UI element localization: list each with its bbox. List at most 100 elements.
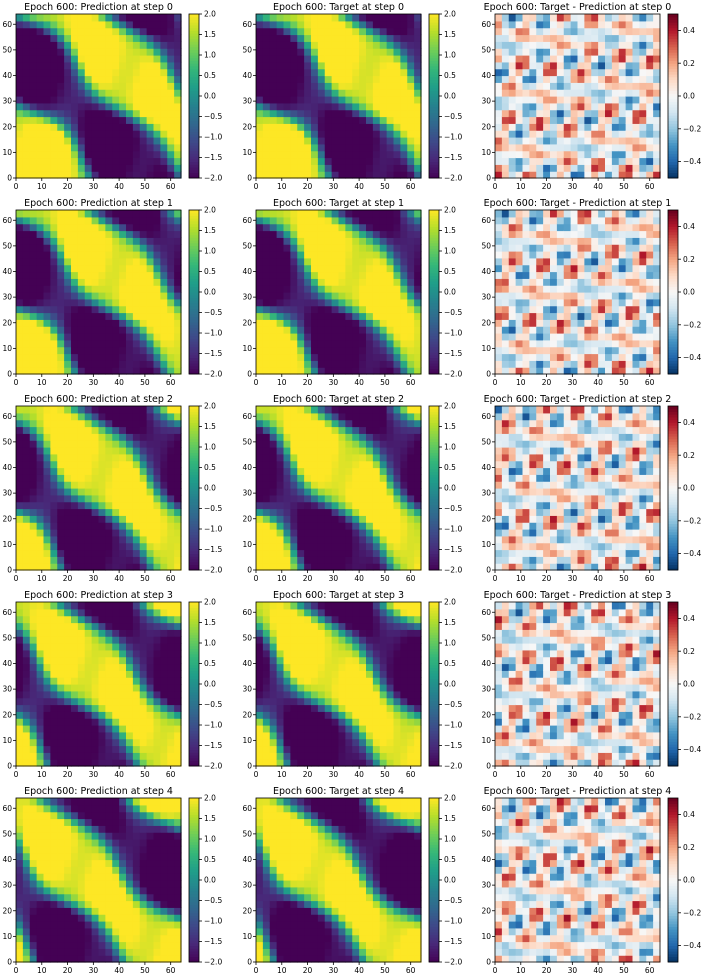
heatmap-cell	[536, 333, 544, 341]
heatmap-cell	[359, 34, 367, 42]
heatmap-cell	[119, 164, 127, 172]
heatmap-cell	[550, 210, 558, 218]
heatmap-cell	[556, 333, 565, 341]
heatmap-cell	[91, 157, 100, 165]
heatmap-cell	[105, 27, 113, 36]
heatmap-cell	[174, 123, 182, 131]
heatmap-cell	[639, 137, 647, 145]
heatmap-cell	[256, 285, 264, 293]
heatmap-cell	[50, 251, 58, 259]
heatmap-cell	[297, 96, 305, 104]
heatmap-cell	[639, 68, 647, 77]
heatmap-cell	[317, 109, 326, 118]
heatmap-cell	[22, 481, 31, 489]
heatmap-cell	[146, 68, 155, 77]
heatmap-cell	[646, 257, 654, 266]
heatmap-cell	[352, 312, 360, 320]
heatmap-cell	[36, 68, 45, 77]
heatmap-cell	[153, 326, 161, 334]
heatmap-cell	[146, 419, 155, 428]
heatmap-cell	[311, 68, 319, 77]
heatmap-cell	[625, 89, 634, 97]
heatmap-cell	[400, 96, 408, 104]
heatmap-cell	[276, 27, 285, 36]
heatmap-cell	[160, 298, 168, 307]
heatmap-cell	[324, 339, 333, 348]
heatmap-cell	[605, 20, 613, 29]
heatmap-cell	[577, 319, 585, 327]
heatmap-cell	[174, 14, 182, 22]
heatmap-cell	[167, 264, 175, 273]
colorbar-swatch	[429, 253, 439, 257]
heatmap-cell	[36, 285, 45, 293]
colorbar-swatch	[429, 218, 439, 222]
heatmap-cell	[105, 75, 113, 83]
x-tick-label: 30	[329, 182, 339, 191]
heatmap-cell	[324, 216, 333, 225]
heatmap-cell	[269, 75, 278, 83]
heatmap-cell	[112, 271, 120, 279]
heatmap-cell	[646, 116, 654, 124]
heatmap-cell	[550, 278, 558, 286]
heatmap-cell	[414, 68, 422, 77]
heatmap-cell	[98, 433, 106, 441]
heatmap-cell	[591, 298, 599, 307]
heatmap-cell	[105, 257, 113, 266]
heatmap-cell	[515, 109, 524, 118]
heatmap-cell	[64, 230, 72, 238]
heatmap-cell	[57, 61, 65, 70]
heatmap-cell	[605, 130, 613, 138]
heatmap-cell	[98, 34, 106, 42]
heatmap-cell	[269, 367, 278, 375]
heatmap-cell	[77, 298, 86, 307]
colorbar-swatch	[668, 275, 678, 279]
heatmap-cell	[515, 326, 524, 334]
heatmap-cell	[64, 508, 72, 516]
heatmap-cell	[598, 244, 606, 252]
heatmap-cell	[22, 137, 31, 145]
heatmap-cell	[653, 130, 661, 138]
heatmap-cell	[153, 251, 161, 259]
heatmap-cell	[646, 102, 654, 111]
heatmap-cell	[105, 488, 113, 496]
heatmap-cell	[290, 501, 298, 510]
colorbar-swatch	[189, 335, 199, 339]
heatmap-cell	[386, 292, 395, 300]
x-tick-label: 30	[568, 182, 578, 191]
heatmap-cell	[372, 237, 381, 245]
heatmap-cell	[153, 312, 161, 320]
heatmap-cell	[324, 360, 333, 368]
heatmap-cell	[50, 82, 58, 90]
x-tick-label: 20	[542, 182, 552, 191]
heatmap-cell	[43, 116, 51, 124]
heatmap-cell	[57, 137, 65, 145]
panel-difference-step-0: Epoch 600: Target - Prediction at step 0…	[481, 2, 701, 191]
heatmap-cell	[256, 312, 264, 320]
heatmap-cell	[646, 34, 654, 42]
heatmap-cell	[276, 230, 285, 238]
heatmap-cell	[262, 96, 271, 104]
heatmap-cell	[522, 116, 530, 124]
heatmap-cell	[598, 312, 606, 320]
heatmap-cell	[297, 27, 305, 36]
heatmap-cell	[653, 164, 661, 172]
heatmap-cell	[91, 89, 100, 97]
heatmap-cell	[625, 123, 634, 131]
heatmap-cell	[167, 406, 175, 414]
heatmap-cell	[146, 130, 155, 138]
heatmap-cell	[653, 82, 661, 90]
colorbar-tick-label: 0.5	[204, 463, 216, 472]
heatmap-cell	[262, 529, 271, 537]
heatmap-cell	[625, 360, 634, 368]
heatmap-cell	[16, 549, 24, 557]
y-tick-label: 10	[481, 344, 491, 353]
heatmap-cell	[146, 494, 155, 503]
heatmap-cell	[167, 278, 175, 286]
heatmap-cell	[43, 319, 51, 327]
heatmap-cell	[543, 264, 551, 273]
heatmap-cell	[304, 285, 312, 293]
heatmap-cell	[16, 453, 24, 462]
heatmap-cell	[29, 34, 38, 42]
heatmap-cell	[598, 285, 606, 293]
heatmap-cell	[646, 319, 654, 327]
